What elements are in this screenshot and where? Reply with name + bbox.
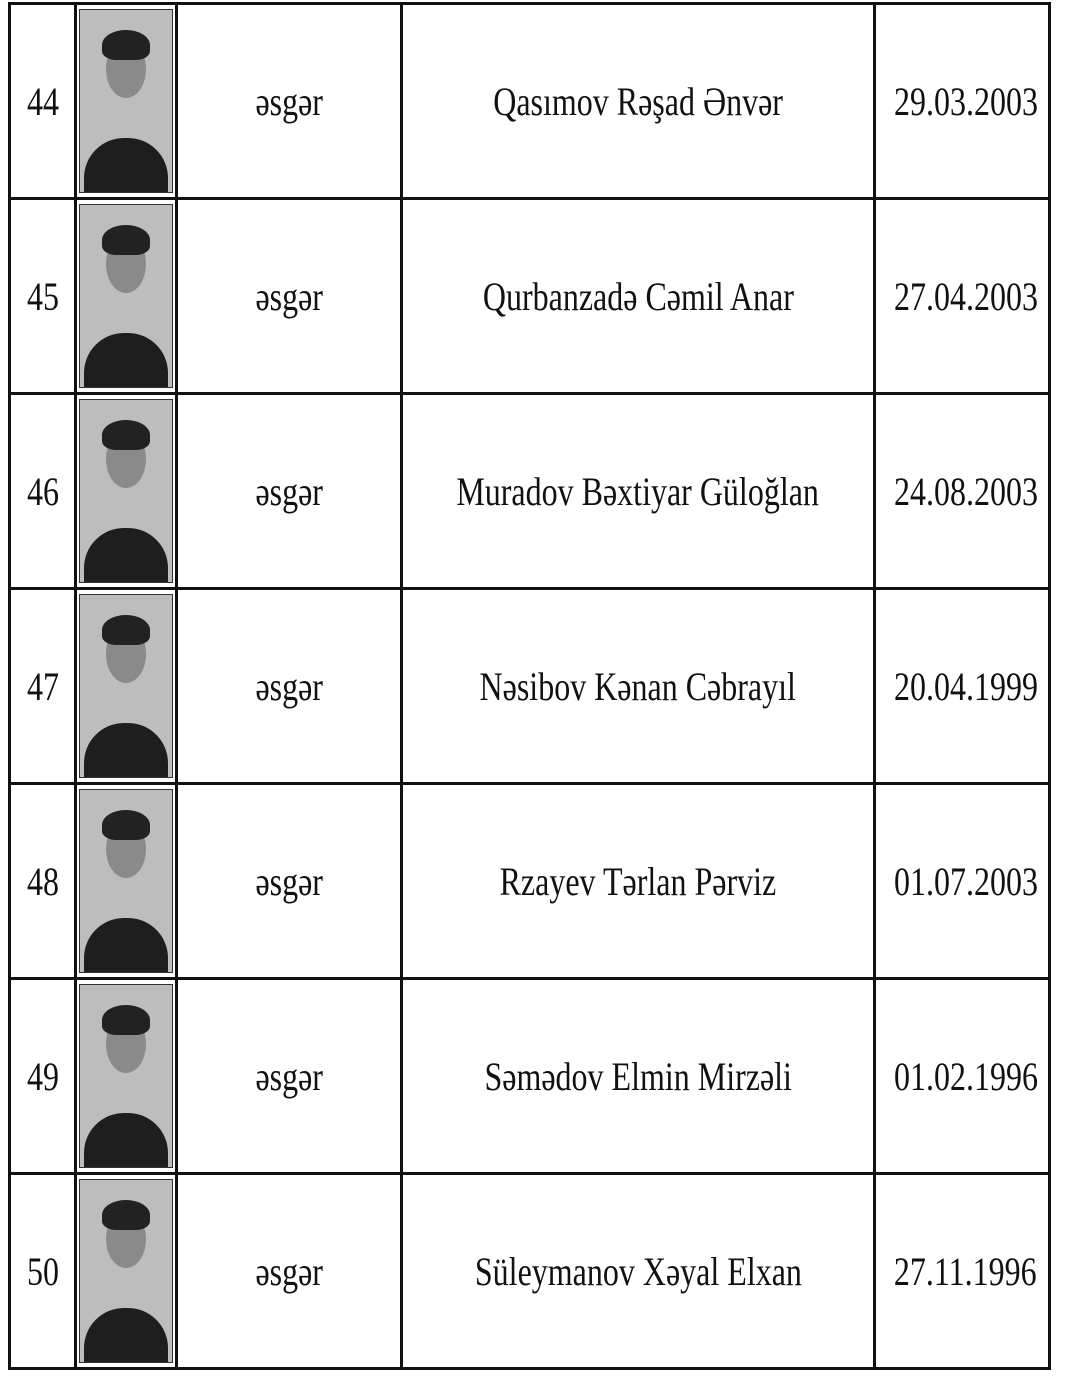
number-cell: 50 (8, 1172, 77, 1370)
row-number: 45 (26, 273, 59, 319)
number-cell: 44 (8, 2, 77, 200)
rank: əsgər (255, 663, 323, 709)
rank-cell: əsgər (175, 2, 403, 200)
row-number: 49 (26, 1053, 59, 1099)
photo-cell (74, 2, 178, 200)
photo-cell (74, 782, 178, 980)
rank-cell: əsgər (175, 977, 403, 1175)
row-number: 48 (26, 858, 59, 904)
full-name: Rzayev Tərlan Pərviz (499, 858, 777, 904)
photo-cell (74, 392, 178, 590)
photo-cell (74, 587, 178, 785)
row-number: 44 (26, 78, 59, 124)
rank-cell: əsgər (175, 587, 403, 785)
name-cell: Səmədov Elmin Mirzəli (400, 977, 876, 1175)
name-cell: Süleymanov Xəyal Elxan (400, 1172, 876, 1370)
name-cell: Qasımov Rəşad Ənvər (400, 2, 876, 200)
number-cell: 48 (8, 782, 77, 980)
dob-cell: 20.04.1999 (873, 587, 1051, 785)
rank: əsgər (255, 858, 323, 904)
name-cell: Qurbanzadə Cəmil Anar (400, 197, 876, 395)
number-cell: 47 (8, 587, 77, 785)
portrait-photo (79, 1179, 173, 1363)
full-name: Süleymanov Xəyal Elxan (474, 1248, 802, 1294)
dob-cell: 27.11.1996 (873, 1172, 1051, 1370)
birth-date: 01.02.1996 (894, 1053, 1038, 1099)
birth-date: 20.04.1999 (894, 663, 1038, 709)
full-name: Səmədov Elmin Mirzəli (484, 1053, 792, 1099)
portrait-photo (79, 204, 173, 388)
row-number: 46 (26, 468, 59, 514)
name-cell: Muradov Bəxtiyar Güloğlan (400, 392, 876, 590)
portrait-photo (79, 594, 173, 778)
photo-cell (74, 977, 178, 1175)
rank: əsgər (255, 273, 323, 319)
full-name: Nəsibov Kənan Cəbrayıl (479, 663, 797, 709)
name-cell: Nəsibov Kənan Cəbrayıl (400, 587, 876, 785)
dob-cell: 24.08.2003 (873, 392, 1051, 590)
number-cell: 49 (8, 977, 77, 1175)
full-name: Qurbanzadə Cəmil Anar (482, 273, 794, 319)
dob-cell: 27.04.2003 (873, 197, 1051, 395)
full-name: Qasımov Rəşad Ənvər (493, 78, 783, 124)
birth-date: 27.04.2003 (894, 273, 1038, 319)
photo-cell (74, 197, 178, 395)
full-name: Muradov Bəxtiyar Güloğlan (456, 468, 820, 514)
table-row: 44 əsgər Qasımov Rəşad Ənvər 29.03.2003 (8, 2, 1051, 200)
rank: əsgər (255, 1248, 323, 1294)
row-number: 50 (26, 1248, 59, 1294)
table-row: 48 əsgər Rzayev Tərlan Pərviz 01.07.2003 (8, 782, 1051, 980)
birth-date: 27.11.1996 (893, 1248, 1037, 1294)
portrait-photo (79, 789, 173, 973)
rank: əsgər (255, 1053, 323, 1099)
dob-cell: 01.07.2003 (873, 782, 1051, 980)
dob-cell: 01.02.1996 (873, 977, 1051, 1175)
rank-cell: əsgər (175, 1172, 403, 1370)
rank: əsgər (255, 468, 323, 514)
dob-cell: 29.03.2003 (873, 2, 1051, 200)
table-row: 45 əsgər Qurbanzadə Cəmil Anar 27.04.200… (8, 197, 1051, 395)
rank: əsgər (255, 78, 323, 124)
table-row: 46 əsgər Muradov Bəxtiyar Güloğlan 24.08… (8, 392, 1051, 590)
portrait-photo (79, 984, 173, 1168)
table-row: 50 əsgər Süleymanov Xəyal Elxan 27.11.19… (8, 1172, 1051, 1370)
birth-date: 01.07.2003 (894, 858, 1038, 904)
birth-date: 29.03.2003 (894, 78, 1038, 124)
number-cell: 46 (8, 392, 77, 590)
rank-cell: əsgər (175, 197, 403, 395)
number-cell: 45 (8, 197, 77, 395)
rank-cell: əsgər (175, 782, 403, 980)
row-number: 47 (26, 663, 59, 709)
portrait-photo (79, 9, 173, 193)
rank-cell: əsgər (175, 392, 403, 590)
photo-cell (74, 1172, 178, 1370)
table-row: 49 əsgər Səmədov Elmin Mirzəli 01.02.199… (8, 977, 1051, 1175)
name-cell: Rzayev Tərlan Pərviz (400, 782, 876, 980)
birth-date: 24.08.2003 (894, 468, 1038, 514)
personnel-table: 44 əsgər Qasımov Rəşad Ənvər 29.03.2003 … (8, 2, 1051, 1370)
table-row: 47 əsgər Nəsibov Kənan Cəbrayıl 20.04.19… (8, 587, 1051, 785)
portrait-photo (79, 399, 173, 583)
